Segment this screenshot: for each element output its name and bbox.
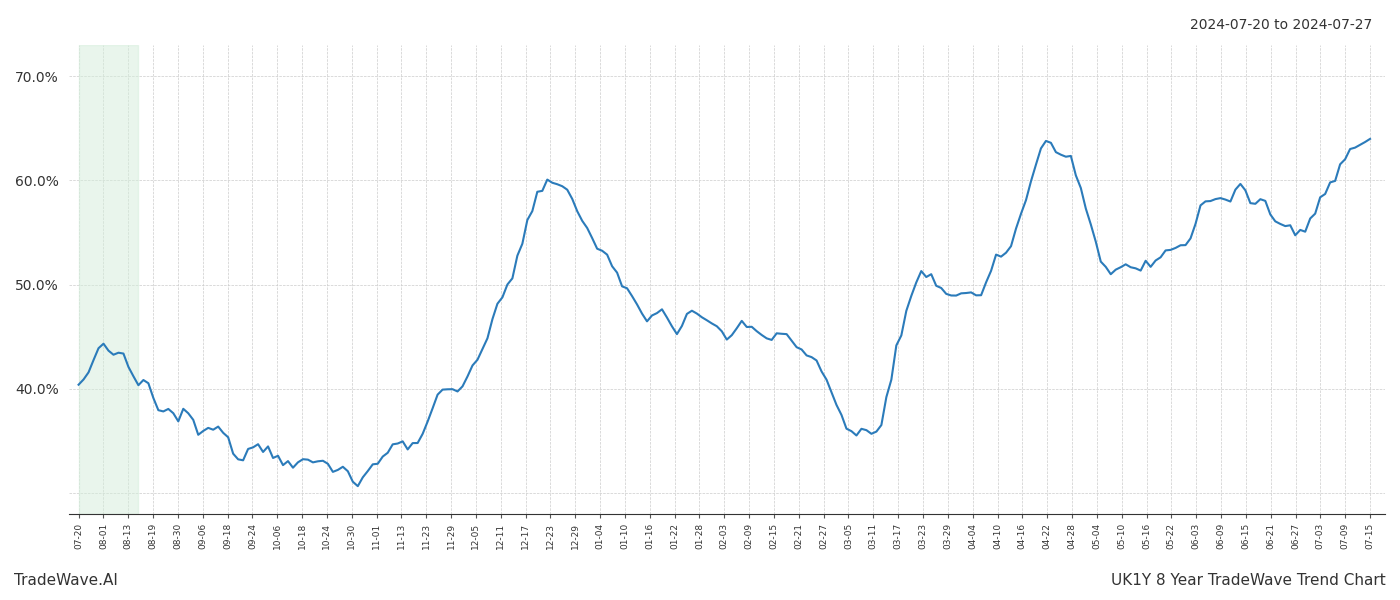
- Text: TradeWave.AI: TradeWave.AI: [14, 573, 118, 588]
- Bar: [78, 45, 139, 514]
- Text: UK1Y 8 Year TradeWave Trend Chart: UK1Y 8 Year TradeWave Trend Chart: [1112, 573, 1386, 588]
- Text: 2024-07-20 to 2024-07-27: 2024-07-20 to 2024-07-27: [1190, 18, 1372, 32]
